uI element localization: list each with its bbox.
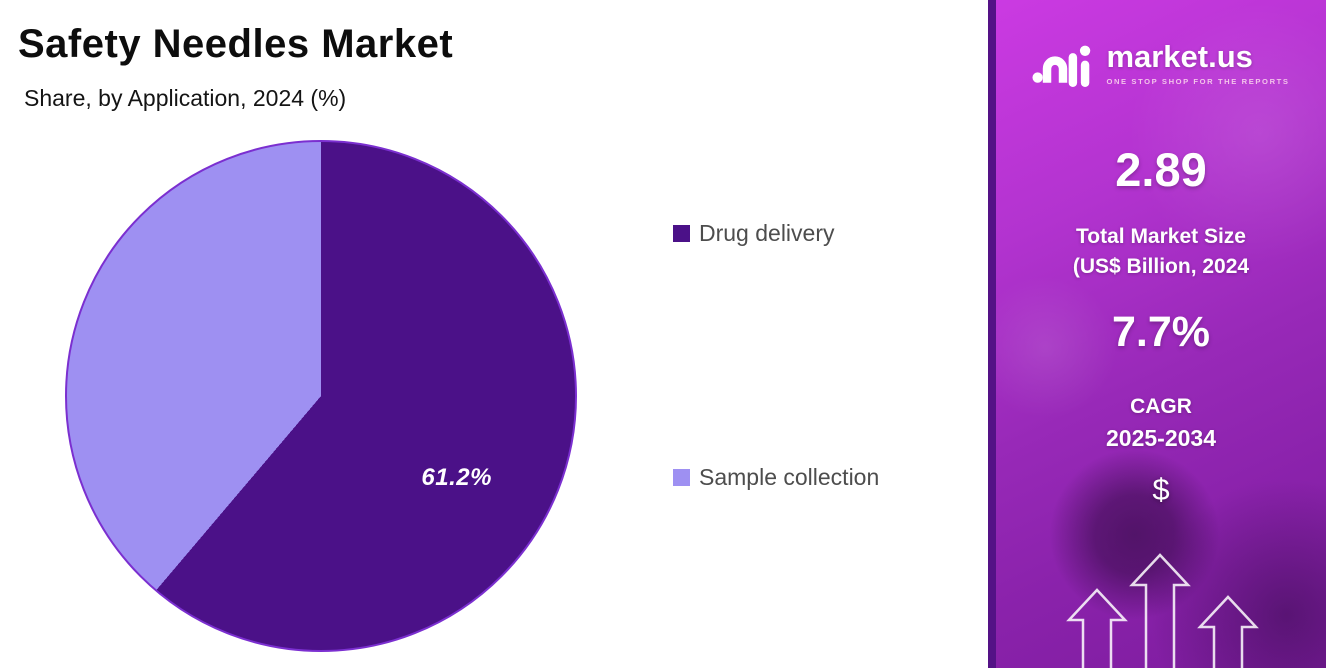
growth-arrows-icon	[1066, 553, 1259, 668]
legend-swatch-sample-collection	[673, 469, 690, 486]
pie-chart-wrapper: 61.2%	[65, 140, 577, 652]
legend-item-sample-collection: Sample collection	[673, 464, 879, 491]
legend-label: Drug delivery	[699, 220, 835, 246]
legend-item-drug-delivery: Drug delivery	[673, 220, 835, 247]
cagr-label-line2: 2025-2034	[1106, 425, 1216, 452]
pie-chart	[65, 140, 577, 652]
cagr-value: 7.7%	[1111, 308, 1210, 356]
chart-panel: Safety Needles Market Share, by Applicat…	[18, 22, 880, 652]
market-size-label-line1: Total Market Size	[1076, 225, 1246, 248]
brand-tagline: ONE STOP SHOP FOR THE REPORTS	[1106, 77, 1290, 87]
brand-name: market.us	[1106, 38, 1253, 74]
cagr-label: CAGR 2025-2034	[996, 392, 1326, 456]
brand-sidebar: market.us ONE STOP SHOP FOR THE REPORTS …	[988, 0, 1326, 668]
brand-logo: market.us ONE STOP SHOP FOR THE REPORTS	[996, 38, 1326, 88]
chart-subtitle: Share, by Application, 2024 (%)	[24, 85, 347, 111]
legend-label: Sample collection	[699, 464, 880, 490]
market-size-label: Total Market Size (US$ Billion, 2024	[996, 222, 1326, 283]
chart-title: Safety Needles Market	[18, 22, 454, 66]
legend-swatch-drug-delivery	[673, 225, 690, 242]
pie-slice-data-label: 61.2%	[421, 463, 492, 491]
dollar-symbol: $	[1152, 472, 1170, 507]
market-size-label-line2: (US$ Billion, 2024	[1072, 255, 1250, 279]
market-size-value: 2.89	[1115, 143, 1207, 196]
cagr-label-line1: CAGR	[1130, 395, 1192, 418]
marketus-logo-icon	[1032, 45, 1091, 87]
